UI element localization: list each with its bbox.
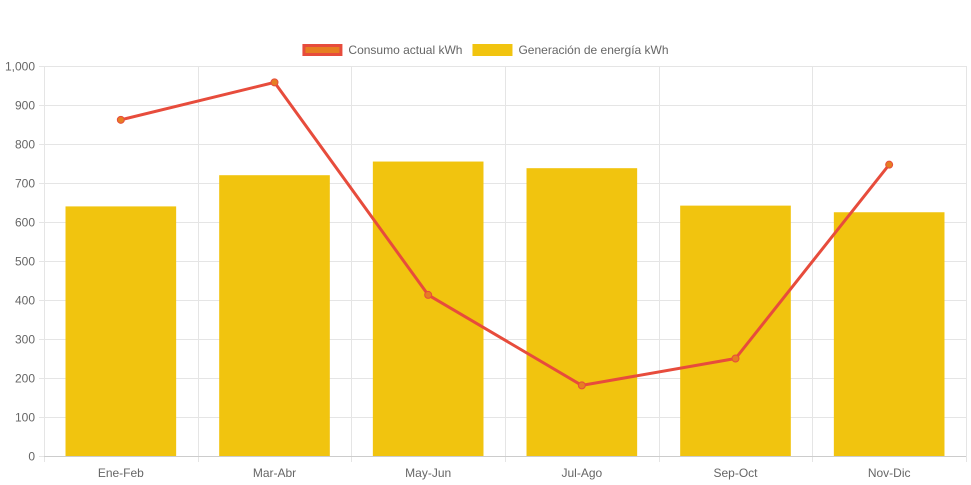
bar-generacion-jul-ago[interactable] — [526, 168, 638, 456]
bar-generacion-may-jun[interactable] — [372, 161, 484, 457]
legend: Consumo actual kWh Generación de energía … — [302, 43, 669, 57]
x-tick-label: Ene-Feb — [98, 466, 144, 480]
grid — [39, 66, 967, 462]
legend-item-consumo[interactable]: Consumo actual kWh — [302, 43, 463, 57]
axes: 0 100 200 300 400 500 600 700 800 900 1,000 Ene-Feb… — [5, 60, 966, 480]
y-tick-label: 100 — [15, 411, 35, 425]
x-tick-label: Mar-Abr — [253, 466, 296, 480]
consumo-point-sep-oct[interactable] — [731, 354, 740, 363]
bar-generacion-sep-oct[interactable] — [680, 205, 791, 456]
y-tick-label: 800 — [15, 138, 35, 152]
consumo-point-ene-feb[interactable] — [116, 115, 125, 124]
y-tick-label: 500 — [15, 255, 35, 269]
y-tick-label: 200 — [15, 372, 35, 386]
consumo-point-nov-dic[interactable] — [885, 160, 894, 169]
consumo-point-may-jun[interactable] — [424, 290, 433, 299]
x-tick-label: Nov-Dic — [868, 466, 911, 480]
consumo-point-jul-ago[interactable] — [577, 381, 586, 390]
legend-swatch-generacion — [472, 44, 513, 56]
y-tick-label: 0 — [28, 450, 35, 464]
bar-series — [65, 161, 945, 457]
legend-label: Generación de energía kWh — [518, 43, 668, 57]
y-tick-label: 400 — [15, 294, 35, 308]
legend-label: Consumo actual kWh — [348, 43, 462, 57]
bar-generacion-nov-dic[interactable] — [833, 212, 945, 456]
legend-item-generacion[interactable]: Generación de energía kWh — [472, 43, 669, 57]
y-tick-label: 600 — [15, 216, 35, 230]
y-tick-label: 700 — [15, 177, 35, 191]
x-tick-label: Sep-Oct — [713, 466, 758, 480]
consumo-line — [120, 80, 891, 387]
y-tick-label: 300 — [15, 333, 35, 347]
x-tick-label: May-Jun — [405, 466, 451, 480]
consumo-point-mar-abr[interactable] — [270, 78, 279, 87]
bar-generacion-ene-feb[interactable] — [65, 206, 177, 456]
bar-generacion-mar-abr[interactable] — [219, 175, 330, 456]
y-tick-label: 1,000 — [5, 60, 35, 74]
legend-swatch-consumo — [302, 44, 343, 56]
x-tick-label: Jul-Ago — [561, 466, 602, 480]
y-tick-label: 900 — [15, 99, 35, 113]
line-series — [116, 78, 894, 390]
